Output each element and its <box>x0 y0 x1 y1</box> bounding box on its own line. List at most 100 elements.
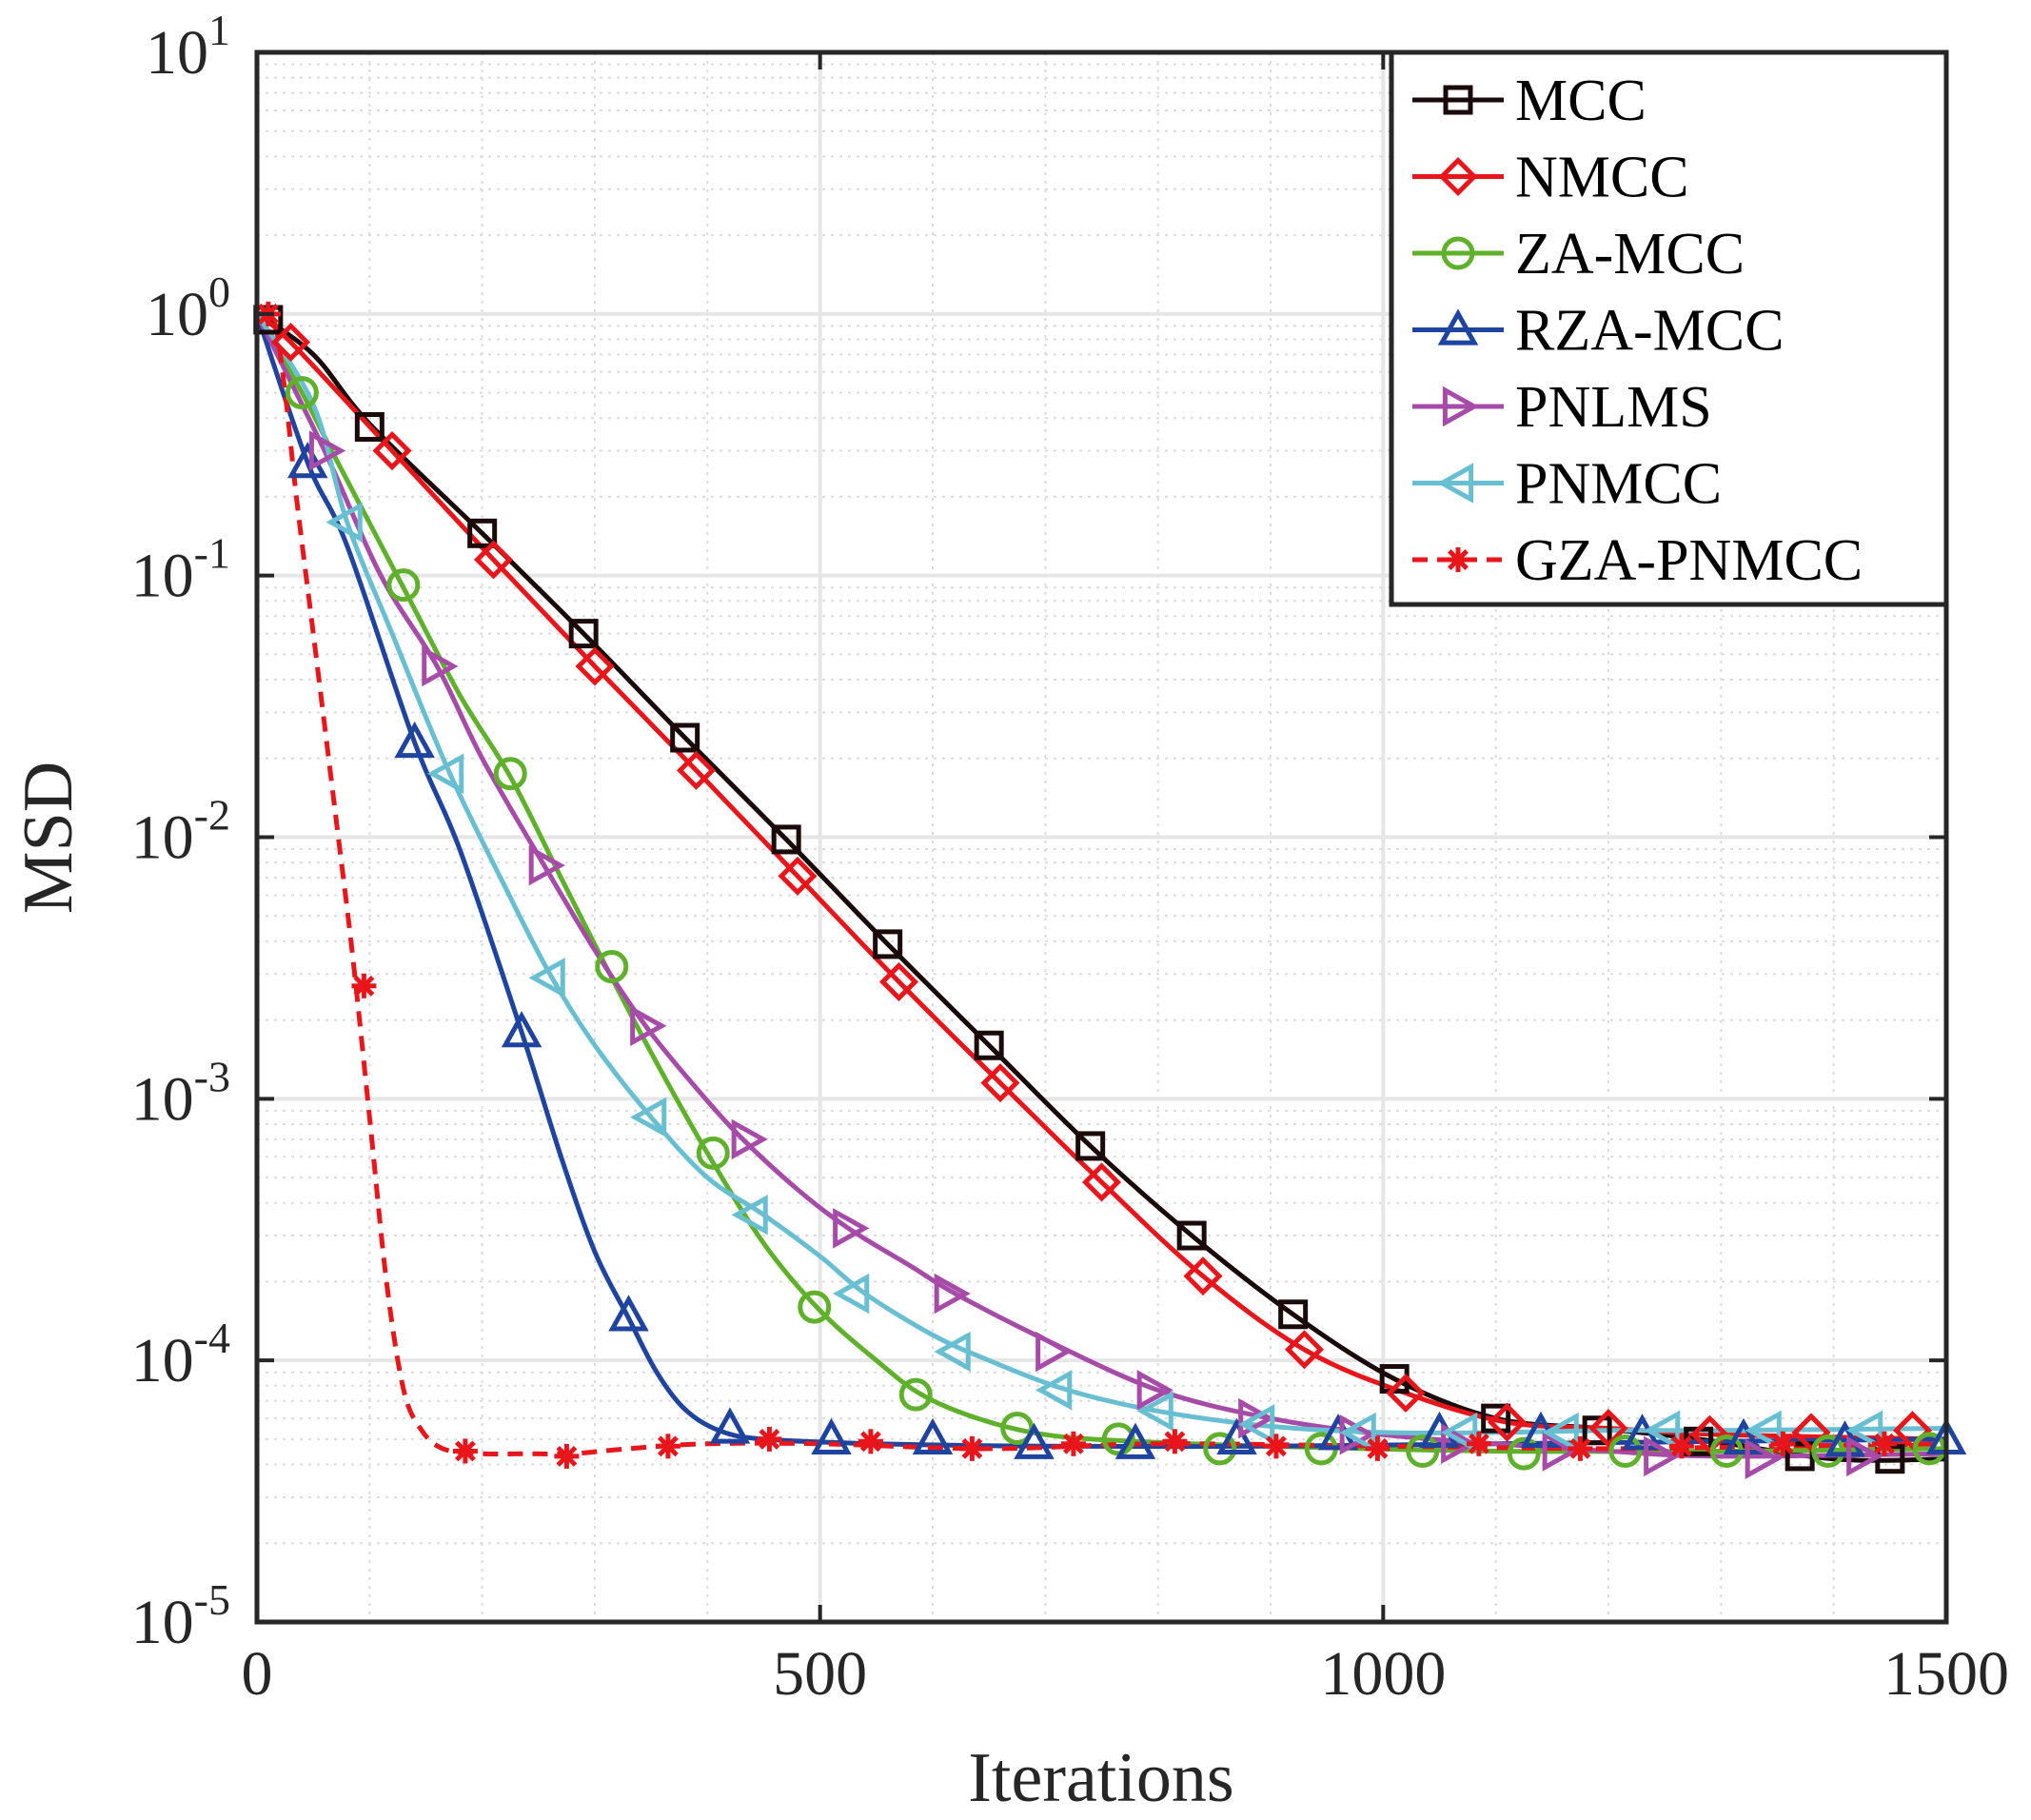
series-marker-rza-mcc <box>287 441 328 479</box>
asterisk-stroke <box>1468 1433 1489 1454</box>
series-marker-rza-mcc <box>501 1011 542 1048</box>
series-marker-pnlms <box>731 1118 768 1160</box>
series-marker-pnlms <box>1846 1435 1883 1477</box>
series-marker-mcc <box>1481 1403 1511 1434</box>
legend-label-pnmcc: PNMCC <box>1515 452 1722 517</box>
series-marker-gza-pnmcc <box>452 1438 478 1464</box>
legend-label-nmcc: NMCC <box>1515 146 1689 210</box>
series-marker-nmcc <box>1284 1330 1325 1370</box>
x-tick-label: 0 <box>242 1639 273 1709</box>
y-tick-label: 10-1 <box>131 529 230 611</box>
series-marker-mcc <box>974 1030 1004 1060</box>
series-marker-pnlms <box>1644 1435 1681 1477</box>
series-marker-nmcc <box>1183 1256 1223 1296</box>
series-marker-rza-mcc <box>1014 1422 1055 1459</box>
series-marker-pnmcc <box>1745 1410 1782 1451</box>
y-tick-label: 10-5 <box>131 1575 230 1657</box>
series-marker-mcc <box>1176 1220 1207 1251</box>
series-marker-pnlms <box>833 1208 870 1249</box>
legend-marker-pnlms <box>1442 386 1480 427</box>
series-marker-za-mcc <box>285 376 319 410</box>
asterisk-stroke <box>353 975 375 997</box>
series-marker-nmcc <box>778 856 818 896</box>
series-marker-rza-mcc <box>1216 1417 1257 1454</box>
series-marker-gza-pnmcc <box>1060 1431 1086 1456</box>
series-marker-gza-pnmcc <box>1871 1431 1897 1456</box>
asterisk-stroke <box>961 1437 983 1459</box>
series-marker-gza-pnmcc <box>554 1443 580 1469</box>
legend-marker-za-mcc <box>1441 236 1475 270</box>
series-marker-pnlms <box>308 430 346 471</box>
series-marker-gza-pnmcc <box>1466 1431 1491 1456</box>
series-marker-mcc <box>873 929 903 959</box>
asterisk-stroke <box>1670 1435 1692 1457</box>
series-marker-gza-pnmcc <box>1162 1429 1188 1454</box>
series-marker-rza-mcc <box>394 721 435 759</box>
x-tick-label: 1500 <box>1883 1639 2009 1709</box>
series-marker-gza-pnmcc <box>1568 1435 1593 1461</box>
series-marker-rza-mcc <box>709 1407 751 1444</box>
series-marker-mcc <box>1278 1299 1309 1330</box>
series-marker-pnlms <box>934 1273 971 1315</box>
legend-marker-pnmcc <box>1436 463 1474 504</box>
asterisk-stroke <box>1448 549 1469 570</box>
asterisk-stroke <box>859 1431 881 1453</box>
series-line-za-mcc <box>254 312 1947 1454</box>
series-line-pnlms <box>254 312 1947 1459</box>
series-marker-nmcc <box>878 961 919 1001</box>
legend-marker-mcc <box>1443 85 1473 115</box>
series-marker-nmcc <box>1386 1373 1426 1414</box>
asterisk-stroke <box>759 1428 780 1450</box>
series-marker-pnlms <box>1745 1438 1782 1479</box>
series-marker-nmcc <box>1487 1402 1528 1442</box>
asterisk-stroke <box>556 1445 578 1467</box>
series-marker-nmcc <box>270 322 311 363</box>
series-marker-pnmcc <box>630 1097 667 1138</box>
series-marker-mcc <box>771 824 801 855</box>
y-axis-label: MSD <box>10 762 88 914</box>
series-marker-pnlms <box>1441 1423 1478 1465</box>
series-marker-mcc <box>354 412 385 443</box>
series-marker-nmcc <box>1791 1413 1831 1453</box>
series-marker-pnlms <box>528 844 565 886</box>
series-marker-pnmcc <box>934 1331 971 1373</box>
y-tick-label: 10-3 <box>131 1052 230 1134</box>
series-marker-za-mcc <box>798 1290 832 1324</box>
asterisk-stroke <box>1772 1433 1794 1454</box>
series-marker-pnmcc <box>427 753 464 794</box>
asterisk-stroke <box>657 1435 679 1457</box>
series-marker-pnmcc <box>1136 1391 1173 1432</box>
asterisk-stroke <box>1062 1433 1084 1454</box>
series-marker-pnlms <box>1238 1397 1275 1439</box>
series-marker-mcc <box>1075 1131 1106 1161</box>
y-tick-label: 10-2 <box>131 791 230 873</box>
series-marker-pnmcc <box>325 502 363 543</box>
series-marker-za-mcc <box>898 1377 933 1412</box>
series-marker-gza-pnmcc <box>351 973 377 999</box>
series-marker-za-mcc <box>1912 1432 1946 1466</box>
axis-tick-labels: 0 500 1000 1500 101 100 10-1 10-2 10-3 10-4 10-5 <box>131 6 2009 1709</box>
y-tick-label: 10-4 <box>131 1314 230 1395</box>
series-marker-gza-pnmcc <box>1365 1435 1390 1461</box>
series-marker-nmcc <box>372 431 412 471</box>
series-marker-za-mcc <box>696 1136 730 1170</box>
series-marker-pnlms <box>422 645 459 687</box>
series-marker-pnlms <box>1136 1370 1173 1411</box>
series-marker-nmcc <box>1892 1411 1933 1451</box>
series-marker-pnmcc <box>1644 1410 1681 1451</box>
series-marker-gza-pnmcc <box>757 1426 782 1452</box>
series-line-rza-mcc <box>254 312 1947 1450</box>
series-marker-pnmcc <box>1238 1404 1275 1445</box>
series-marker-za-mcc <box>1608 1434 1643 1468</box>
legend-marker-gza-pnmcc <box>1446 547 1470 572</box>
series-marker-za-mcc <box>1203 1432 1237 1466</box>
series-marker-nmcc <box>676 750 717 790</box>
series-marker-nmcc <box>1081 1162 1122 1202</box>
series-marker-za-mcc <box>595 950 629 984</box>
legend-label-pnlms: PNLMS <box>1515 375 1712 440</box>
asterisk-stroke <box>454 1440 476 1462</box>
series-marker-pnmcc <box>1846 1410 1883 1451</box>
legend-marker-rza-mcc <box>1437 308 1479 346</box>
series-marker-pnmcc <box>1441 1412 1478 1454</box>
